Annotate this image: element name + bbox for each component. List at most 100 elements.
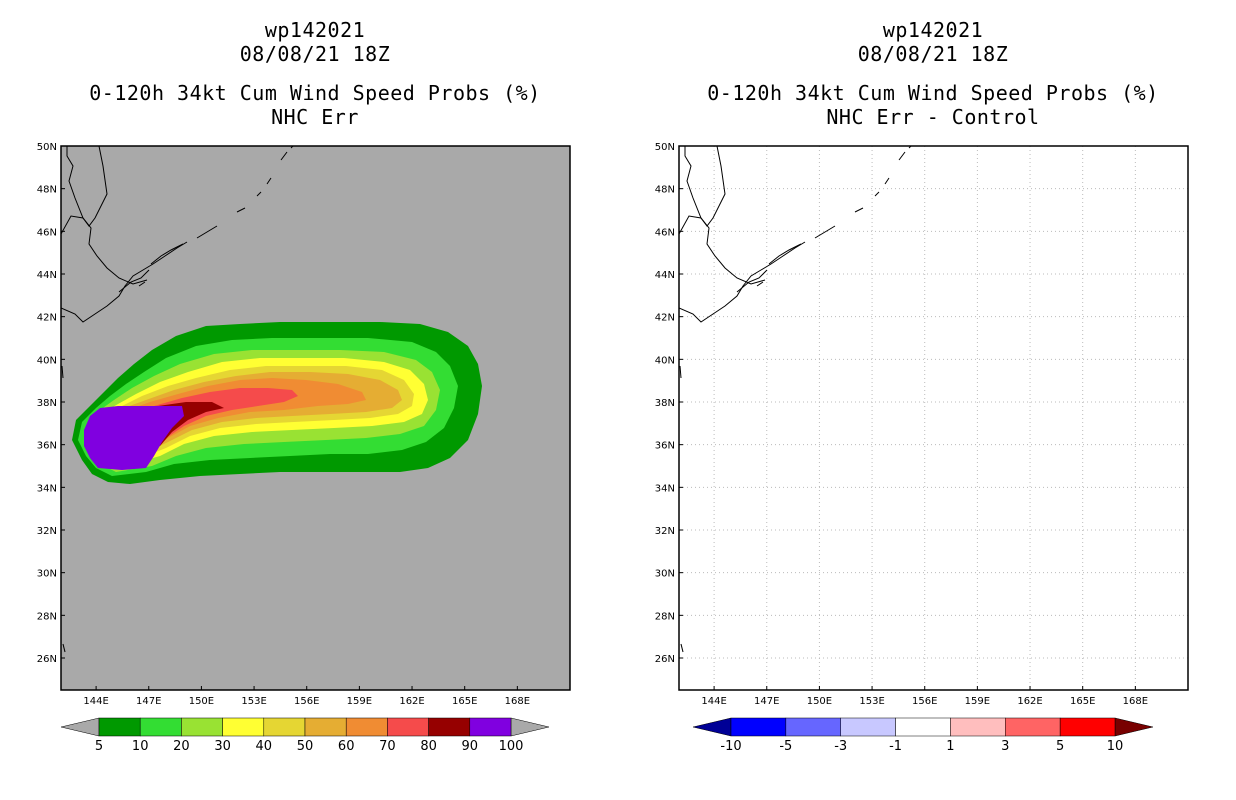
right-colorbar-swatch <box>950 717 1006 737</box>
lat-label: 28N <box>655 611 675 622</box>
right-colorbar-swatch <box>1059 717 1116 737</box>
lat-label: 50N <box>37 142 57 153</box>
right-map-background <box>679 146 1188 690</box>
left-colorbar-label: 30 <box>214 739 231 754</box>
lat-label: 38N <box>655 398 675 409</box>
right-datetime: 08/08/21 18Z <box>857 42 1009 66</box>
left-panel-title: wp142021 08/08/21 18Z 0-120h 34kt Cum Wi… <box>60 18 570 129</box>
lat-label: 42N <box>37 313 57 324</box>
left-colorbar-label: 20 <box>173 739 190 754</box>
left-colorbar-swatch <box>263 717 306 737</box>
lat-label: 32N <box>655 526 675 537</box>
right-colorbar-high-end <box>1114 717 1154 737</box>
left-axis-labels: 50N 48N 46N 44N 42N 40N 38N 36N 34N 32N 30N 28N 26N 1… <box>37 142 530 707</box>
lat-label: 34N <box>37 483 57 494</box>
right-colorbar-label: -3 <box>834 739 847 754</box>
lat-label: 30N <box>37 569 57 580</box>
right-colorbar-swatch <box>785 717 841 737</box>
lon-label: 153E <box>859 696 884 707</box>
right-colorbar-label: -1 <box>889 739 902 754</box>
lon-label: 168E <box>1123 696 1148 707</box>
lon-label: 156E <box>294 696 319 707</box>
lon-label: 150E <box>189 696 214 707</box>
left-colorbar-label: 70 <box>379 739 396 754</box>
lon-label: 147E <box>136 696 161 707</box>
left-colorbar-low-end <box>60 717 100 737</box>
left-storm-id: wp142021 <box>264 18 366 42</box>
lat-label: 32N <box>37 526 57 537</box>
left-colorbar-label: 90 <box>462 739 479 754</box>
lat-label: 36N <box>655 441 675 452</box>
lon-label: 144E <box>701 696 726 707</box>
right-axis-labels: 50N 48N 46N 44N 42N 40N 38N 36N 34N 32N 30N 28N 26N 1… <box>655 142 1148 707</box>
left-colorbar-label: 10 <box>132 739 149 754</box>
lat-label: 30N <box>655 569 675 580</box>
left-colorbar-swatch <box>98 717 141 737</box>
left-colorbar-swatch <box>345 717 388 737</box>
lat-label: 34N <box>655 483 675 494</box>
left-colorbar-swatch <box>387 717 429 737</box>
left-colorbar-swatch <box>181 717 223 737</box>
left-colorbar-swatch <box>222 717 265 737</box>
right-subtitle: NHC Err - Control <box>826 105 1040 129</box>
lat-label: 38N <box>37 398 57 409</box>
left-colorbar-label: 80 <box>420 739 437 754</box>
right-colorbar-swatch <box>730 717 787 737</box>
right-colorbar-label: 5 <box>1056 739 1064 754</box>
lat-label: 44N <box>37 270 57 281</box>
lat-label: 26N <box>37 654 57 665</box>
lon-label: 150E <box>807 696 832 707</box>
right-colorbar-label: -5 <box>779 739 792 754</box>
lat-label: 28N <box>37 611 57 622</box>
left-colorbar-swatch <box>428 717 471 737</box>
lon-label: 168E <box>505 696 530 707</box>
lat-label: 26N <box>655 654 675 665</box>
lon-label: 162E <box>399 696 424 707</box>
right-colorbar-swatch <box>840 717 896 737</box>
right-colorbar-label: 10 <box>1107 739 1124 754</box>
left-colorbar: 5 10 20 30 40 50 60 70 80 90 100 <box>60 717 550 754</box>
lon-label: 147E <box>754 696 779 707</box>
right-colorbar-label: 3 <box>1001 739 1009 754</box>
left-subtitle: NHC Err <box>271 105 359 129</box>
lon-label: 156E <box>912 696 937 707</box>
right-map-frame <box>678 145 1189 691</box>
lon-label: 153E <box>241 696 266 707</box>
right-gridlines <box>679 146 1188 690</box>
left-colorbar-label: 60 <box>338 739 355 754</box>
right-colorbar: -10 -5 -3 -1 1 3 5 10 <box>692 717 1154 754</box>
contour-60 <box>96 378 366 462</box>
lat-label: 44N <box>655 270 675 281</box>
left-colorbar-swatch <box>304 717 347 737</box>
left-colorbar-swatch <box>469 717 512 737</box>
lon-label: 165E <box>1070 696 1095 707</box>
left-colorbar-swatch <box>139 717 182 737</box>
lat-label: 36N <box>37 441 57 452</box>
left-probability-swath <box>61 146 482 653</box>
left-colorbar-high-end <box>510 717 550 737</box>
right-colorbar-label: 1 <box>946 739 954 754</box>
lat-label: 48N <box>37 185 57 196</box>
left-product-title: 0-120h 34kt Cum Wind Speed Probs (%) <box>89 81 541 105</box>
lat-label: 46N <box>655 227 675 238</box>
left-map-frame <box>60 145 571 691</box>
right-map-panel: 50N 48N 46N 44N 42N 40N 38N 36N 34N 32N 30N 28N 26N 1… <box>655 142 1189 707</box>
right-colorbar-low-end <box>692 717 732 737</box>
lat-label: 50N <box>655 142 675 153</box>
lon-label: 162E <box>1017 696 1042 707</box>
left-colorbar-label: 5 <box>95 739 103 754</box>
lat-label: 48N <box>655 185 675 196</box>
right-storm-id: wp142021 <box>882 18 984 42</box>
lon-label: 159E <box>965 696 990 707</box>
left-datetime: 08/08/21 18Z <box>239 42 391 66</box>
lat-label: 42N <box>655 313 675 324</box>
right-colorbar-swatch <box>1005 717 1061 737</box>
left-colorbar-label: 40 <box>256 739 273 754</box>
lon-label: 144E <box>83 696 108 707</box>
right-colorbar-swatch <box>895 717 951 737</box>
contour-100 <box>84 406 184 470</box>
lon-label: 159E <box>347 696 372 707</box>
lon-label: 165E <box>452 696 477 707</box>
left-colorbar-label: 50 <box>297 739 314 754</box>
